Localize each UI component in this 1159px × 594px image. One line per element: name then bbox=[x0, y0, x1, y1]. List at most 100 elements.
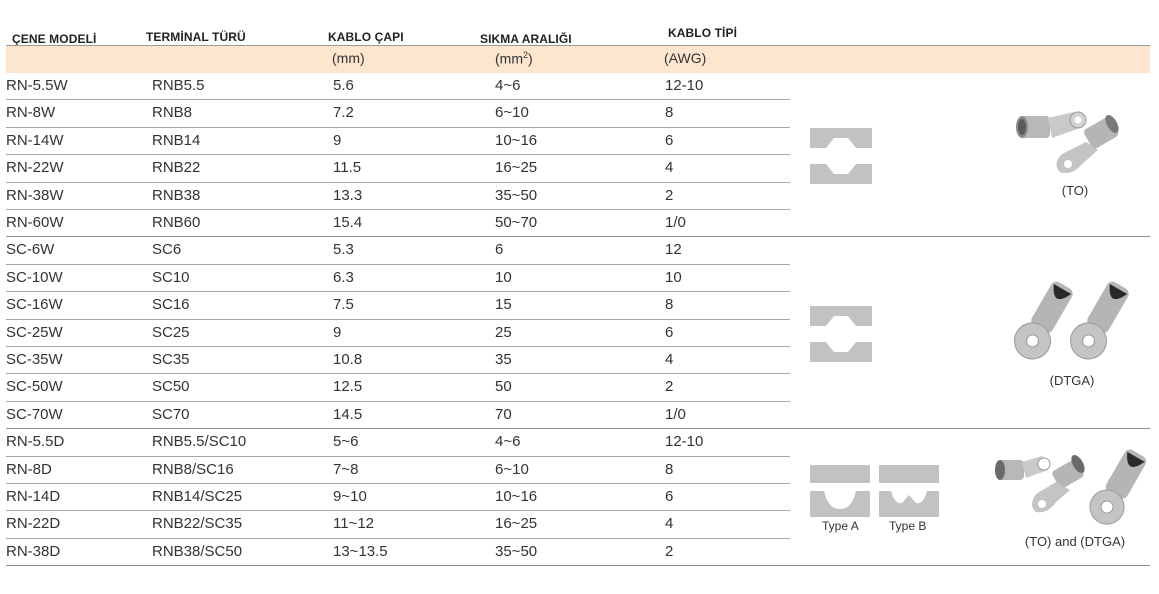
ring-lug-to-icon bbox=[1016, 111, 1119, 173]
cell-terminal: SC50 bbox=[152, 378, 190, 396]
table-row: RN-5.5D RNB5.5/SC10 5~6 4~6 12-10 bbox=[0, 429, 790, 456]
cell-model: SC-35W bbox=[6, 351, 63, 368]
cell-awg: 6 bbox=[665, 131, 674, 149]
cell-range: 6~10 bbox=[495, 460, 529, 478]
cell-terminal: RNB22/SC35 bbox=[152, 515, 243, 533]
row-divider bbox=[6, 126, 790, 128]
unit-awg: (AWG) bbox=[664, 50, 707, 66]
image-label-dtga: (DTGA) bbox=[1049, 373, 1095, 388]
ring-lug-to-dtga-icon bbox=[995, 449, 1147, 525]
cell-awg: 8 bbox=[665, 460, 674, 478]
row-divider bbox=[6, 455, 790, 457]
cell-diameter: 12.5 bbox=[333, 378, 363, 396]
cell-range: 35 bbox=[495, 351, 512, 368]
group-divider bbox=[6, 428, 1150, 430]
cell-awg: 4 bbox=[665, 159, 674, 177]
cell-range: 50 bbox=[495, 378, 512, 396]
cell-model: RN-14W bbox=[6, 131, 64, 149]
cell-range: 6 bbox=[495, 241, 504, 259]
cell-diameter: 13~13.5 bbox=[333, 542, 388, 560]
cell-awg: 8 bbox=[665, 104, 674, 122]
cell-terminal: RNB60 bbox=[152, 214, 201, 231]
row-divider bbox=[6, 181, 790, 183]
cell-range: 4~6 bbox=[495, 433, 521, 451]
cell-model: RN-38D bbox=[6, 542, 61, 560]
cell-range: 35~50 bbox=[495, 186, 538, 204]
cell-diameter: 9 bbox=[333, 131, 342, 149]
cell-diameter: 5.6 bbox=[333, 77, 354, 94]
cell-awg: 12-10 bbox=[665, 77, 704, 94]
row-divider bbox=[6, 99, 790, 101]
table-row: RN-22W RNB22 11.5 16~25 4 bbox=[0, 155, 790, 182]
unit-diameter: (mm) bbox=[332, 50, 365, 66]
die-type-b-icon bbox=[879, 465, 939, 517]
cell-terminal: SC25 bbox=[152, 323, 190, 341]
header-terminal-type: TERMİNAL TÜRÜ bbox=[146, 30, 246, 44]
units-band: (mm) (mm2) (AWG) bbox=[6, 46, 1150, 73]
cell-terminal: SC16 bbox=[152, 296, 190, 314]
die-hexagon-icon bbox=[810, 128, 872, 184]
cell-range: 25 bbox=[495, 323, 512, 341]
cell-awg: 10 bbox=[665, 268, 682, 286]
cell-awg: 1/0 bbox=[665, 214, 686, 231]
ring-lug-dtga-icon bbox=[1014, 281, 1129, 360]
cell-range: 15 bbox=[495, 296, 512, 314]
cell-terminal: RNB14/SC25 bbox=[152, 488, 243, 505]
cell-diameter: 7.2 bbox=[333, 104, 354, 122]
table-header: ÇENE MODELİ TERMİNAL TÜRÜ KABLO ÇAPI SIK… bbox=[0, 0, 1159, 46]
cell-diameter: 14.5 bbox=[333, 405, 363, 423]
cell-terminal: RNB22 bbox=[152, 159, 201, 177]
row-divider bbox=[6, 209, 790, 210]
table-row: RN-38D RNB38/SC50 13~13.5 35~50 2 bbox=[0, 539, 790, 566]
cell-terminal: RNB5.5/SC10 bbox=[152, 433, 247, 451]
header-jaw-model: ÇENE MODELİ bbox=[12, 32, 97, 46]
table-row: RN-14D RNB14/SC25 9~10 10~16 6 bbox=[0, 484, 790, 511]
row-divider bbox=[6, 318, 790, 320]
table-row: RN-8W RNB8 7.2 6~10 8 bbox=[0, 100, 790, 127]
header-cable-diameter: KABLO ÇAPI bbox=[328, 30, 404, 44]
cell-diameter: 7.5 bbox=[333, 296, 354, 314]
cell-terminal: SC70 bbox=[152, 405, 190, 423]
cell-diameter: 15.4 bbox=[333, 214, 363, 231]
cell-range: 16~25 bbox=[495, 159, 538, 177]
row-divider bbox=[6, 373, 790, 375]
table-row: SC-35W SC35 10.8 35 4 bbox=[0, 347, 790, 374]
cell-diameter: 9~10 bbox=[333, 488, 367, 505]
cell-model: RN-60W bbox=[6, 214, 64, 231]
cell-awg: 6 bbox=[665, 323, 674, 341]
cell-terminal: RNB38/SC50 bbox=[152, 542, 243, 560]
cell-awg: 2 bbox=[665, 542, 674, 560]
cell-model: RN-8W bbox=[6, 104, 56, 122]
cell-awg: 12 bbox=[665, 241, 682, 259]
row-divider bbox=[6, 291, 790, 293]
table-row: SC-10W SC10 6.3 10 10 bbox=[0, 265, 790, 292]
header-cable-type: KABLO TİPİ bbox=[668, 26, 737, 40]
cell-terminal: RNB8 bbox=[152, 104, 193, 122]
cell-range: 50~70 bbox=[495, 214, 538, 231]
header-crimp-range: SIKMA ARALIĞI bbox=[480, 32, 572, 46]
image-label-to: (TO) bbox=[1061, 183, 1089, 198]
cell-terminal: SC6 bbox=[152, 241, 182, 259]
cell-diameter: 5~6 bbox=[333, 433, 359, 451]
cell-range: 16~25 bbox=[495, 515, 538, 533]
cell-terminal: SC35 bbox=[152, 351, 190, 368]
cell-awg: 6 bbox=[665, 488, 674, 505]
table-row: RN-22D RNB22/SC35 11~12 16~25 4 bbox=[0, 511, 790, 538]
die-type-a-icon bbox=[810, 465, 870, 517]
group-divider bbox=[6, 236, 1150, 238]
die-hexagon-icon bbox=[810, 306, 872, 362]
row-divider bbox=[6, 263, 790, 265]
cell-awg: 1/0 bbox=[665, 405, 686, 423]
table-row: SC-50W SC50 12.5 50 2 bbox=[0, 374, 790, 401]
cell-range: 35~50 bbox=[495, 542, 538, 560]
unit-range: (mm2) bbox=[495, 50, 533, 67]
cell-diameter: 11~12 bbox=[333, 515, 375, 533]
die-label-type-a: Type A bbox=[822, 519, 859, 533]
cell-diameter: 6.3 bbox=[333, 268, 354, 286]
cell-terminal: SC10 bbox=[152, 268, 190, 286]
cell-model: RN-5.5W bbox=[6, 77, 68, 94]
cell-model: SC-6W bbox=[6, 241, 55, 259]
row-divider bbox=[6, 483, 790, 484]
cell-range: 4~6 bbox=[495, 77, 521, 94]
cell-range: 10~16 bbox=[495, 131, 538, 149]
